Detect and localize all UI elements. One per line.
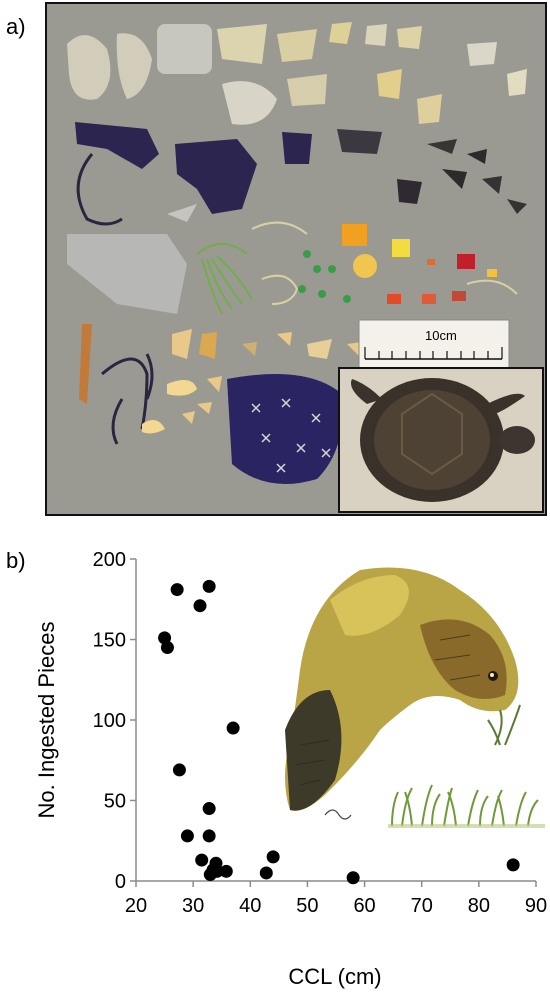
data-points — [158, 579, 520, 885]
scale-bar-label: 10cm — [425, 328, 457, 343]
pale-line-fragments — [251, 221, 518, 305]
data-point — [346, 871, 360, 885]
x-tick-label: 60 — [353, 895, 375, 917]
y-tick-label: 0 — [115, 871, 126, 893]
data-point — [202, 802, 216, 816]
turtle-inset — [338, 367, 544, 513]
x-tick-label: 90 — [525, 895, 547, 917]
data-point — [193, 599, 207, 613]
colored-fragments — [298, 224, 497, 304]
x-tick-label: 20 — [125, 895, 147, 917]
y-axis-title: No. Ingested Pieces — [34, 622, 59, 819]
turtle-illustration — [285, 567, 521, 820]
beige-fragments — [79, 324, 362, 434]
data-point — [202, 579, 216, 593]
y-tick-label: 50 — [104, 791, 126, 813]
data-point — [195, 853, 209, 867]
dark-plastic-fragments — [75, 122, 527, 484]
debris-photo: 10cm — [45, 2, 547, 516]
y-tick-label: 100 — [93, 710, 126, 732]
translucent-plastic-fragments — [67, 22, 527, 125]
data-point — [266, 850, 280, 864]
data-point — [202, 829, 216, 843]
gray-triangle-plastic — [167, 204, 197, 222]
data-point — [506, 858, 520, 872]
data-point — [259, 866, 273, 880]
data-point — [219, 864, 233, 878]
data-point — [226, 721, 240, 735]
x-axis-ticks: 20 30 40 50 60 70 80 90 — [125, 881, 547, 917]
debris-photo-drawing: 10cm — [47, 4, 545, 514]
data-point — [180, 829, 194, 843]
scale-bar: 10cm — [358, 319, 510, 369]
data-point — [160, 641, 174, 655]
data-point — [210, 864, 224, 878]
x-tick-label: 80 — [468, 895, 490, 917]
data-point — [172, 763, 186, 777]
x-axis-title: CCL (cm) — [288, 964, 381, 989]
seagrass-illustration — [388, 784, 545, 828]
panel-label-b: b) — [6, 548, 26, 573]
scatter-chart: 0 50 100 150 200 20 30 40 50 60 70 80 90 CCL (cm) N… — [34, 549, 547, 989]
panel-label-a: a) — [6, 14, 26, 39]
y-tick-label: 150 — [93, 630, 126, 652]
y-axis-ticks: 0 50 100 150 200 — [93, 549, 136, 893]
x-tick-label: 40 — [239, 895, 261, 917]
gray-sheet-plastic — [67, 234, 187, 314]
cloth-pattern — [251, 398, 331, 473]
x-tick-label: 50 — [296, 895, 318, 917]
x-tick-label: 30 — [182, 895, 204, 917]
data-point — [170, 583, 184, 597]
y-tick-label: 200 — [93, 549, 126, 571]
x-tick-label: 70 — [411, 895, 433, 917]
green-line-bundle — [196, 243, 253, 315]
